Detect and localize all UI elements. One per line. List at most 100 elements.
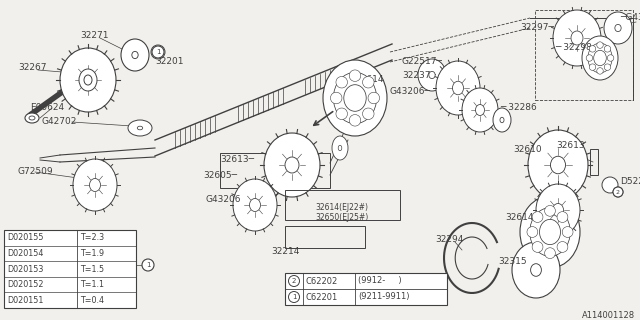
Text: T=2.3: T=2.3 [79,233,104,242]
Ellipse shape [553,10,601,66]
Ellipse shape [476,105,484,116]
Ellipse shape [615,24,621,32]
Circle shape [349,115,361,126]
Bar [285,190,400,220]
Ellipse shape [323,60,387,136]
Circle shape [613,187,623,197]
Ellipse shape [333,72,376,124]
Ellipse shape [552,204,563,217]
Text: G43206─: G43206─ [390,87,431,97]
Ellipse shape [536,184,580,236]
Circle shape [527,227,538,237]
Ellipse shape [84,75,92,85]
Circle shape [336,76,348,88]
Circle shape [589,64,596,70]
Circle shape [596,68,604,74]
Circle shape [362,76,374,88]
Text: 2: 2 [292,278,296,284]
Ellipse shape [452,81,463,95]
Text: A114001128: A114001128 [582,310,635,319]
Circle shape [368,92,380,104]
Ellipse shape [132,52,138,59]
Text: 32650(EJ25#): 32650(EJ25#) [316,213,369,222]
Ellipse shape [60,48,116,112]
Ellipse shape [594,50,606,66]
Ellipse shape [540,220,561,244]
Text: G22517─: G22517─ [402,58,443,67]
Text: D020151: D020151 [7,296,44,305]
Circle shape [336,108,348,120]
Ellipse shape [121,39,149,71]
Bar [285,273,447,305]
Text: 2: 2 [616,189,620,195]
Text: 32605─: 32605─ [203,171,237,180]
Ellipse shape [528,130,588,200]
Ellipse shape [604,12,632,44]
Circle shape [532,212,543,222]
Text: G43206: G43206 [205,196,241,204]
Text: ─G43206: ─G43206 [620,13,640,22]
Circle shape [545,205,556,216]
Bar [220,153,330,188]
Circle shape [349,70,361,81]
Circle shape [562,227,573,237]
Ellipse shape [344,85,366,111]
Text: 32614: 32614 [355,76,383,84]
Text: 1: 1 [146,262,150,268]
Ellipse shape [250,198,260,212]
Ellipse shape [493,108,511,132]
Circle shape [589,46,596,52]
Text: 32271: 32271 [80,30,109,39]
Text: 32294: 32294 [435,236,463,244]
Bar [4,230,136,308]
Circle shape [604,46,611,52]
Text: D020153: D020153 [7,265,44,274]
Text: 32315: 32315 [498,258,527,267]
Text: 32237─: 32237─ [402,70,436,79]
Ellipse shape [332,136,348,160]
Text: T=0.4: T=0.4 [79,296,104,305]
Ellipse shape [531,264,541,276]
Ellipse shape [138,126,143,130]
Ellipse shape [25,113,39,123]
Text: C62201: C62201 [306,292,339,301]
Ellipse shape [81,72,95,88]
Ellipse shape [588,43,612,73]
Bar [535,10,633,100]
Text: T=1.1: T=1.1 [79,280,104,289]
Ellipse shape [512,242,560,298]
Text: ─ 32286: ─ 32286 [500,103,537,113]
Text: E00624: E00624 [30,103,64,113]
Text: 32614(EJ22#): 32614(EJ22#) [316,204,369,212]
Circle shape [607,55,614,61]
Text: 1: 1 [156,49,160,55]
Text: C62202: C62202 [306,276,339,285]
Text: 32267: 32267 [18,63,47,73]
Circle shape [362,108,374,120]
Ellipse shape [550,156,566,174]
Text: 1: 1 [292,294,296,300]
Text: D52203: D52203 [620,178,640,187]
Text: (9912-     ): (9912- ) [358,276,402,285]
Text: 32297─: 32297─ [520,23,554,33]
Ellipse shape [29,116,35,120]
Ellipse shape [462,88,498,132]
Ellipse shape [128,120,152,136]
Ellipse shape [429,71,435,79]
Circle shape [557,212,568,222]
Circle shape [142,259,154,271]
Text: ─ 32298: ─ 32298 [555,44,592,52]
Text: FRONT: FRONT [340,103,371,113]
Circle shape [602,177,618,193]
Text: 32614: 32614 [505,213,534,222]
Ellipse shape [571,31,583,45]
Circle shape [604,64,611,70]
Ellipse shape [90,179,100,191]
Circle shape [532,242,543,252]
Text: 32613─: 32613─ [220,156,254,164]
Text: G42702: G42702 [42,117,77,126]
Circle shape [613,187,623,197]
Circle shape [545,248,556,259]
Circle shape [586,55,593,61]
Ellipse shape [264,133,320,197]
